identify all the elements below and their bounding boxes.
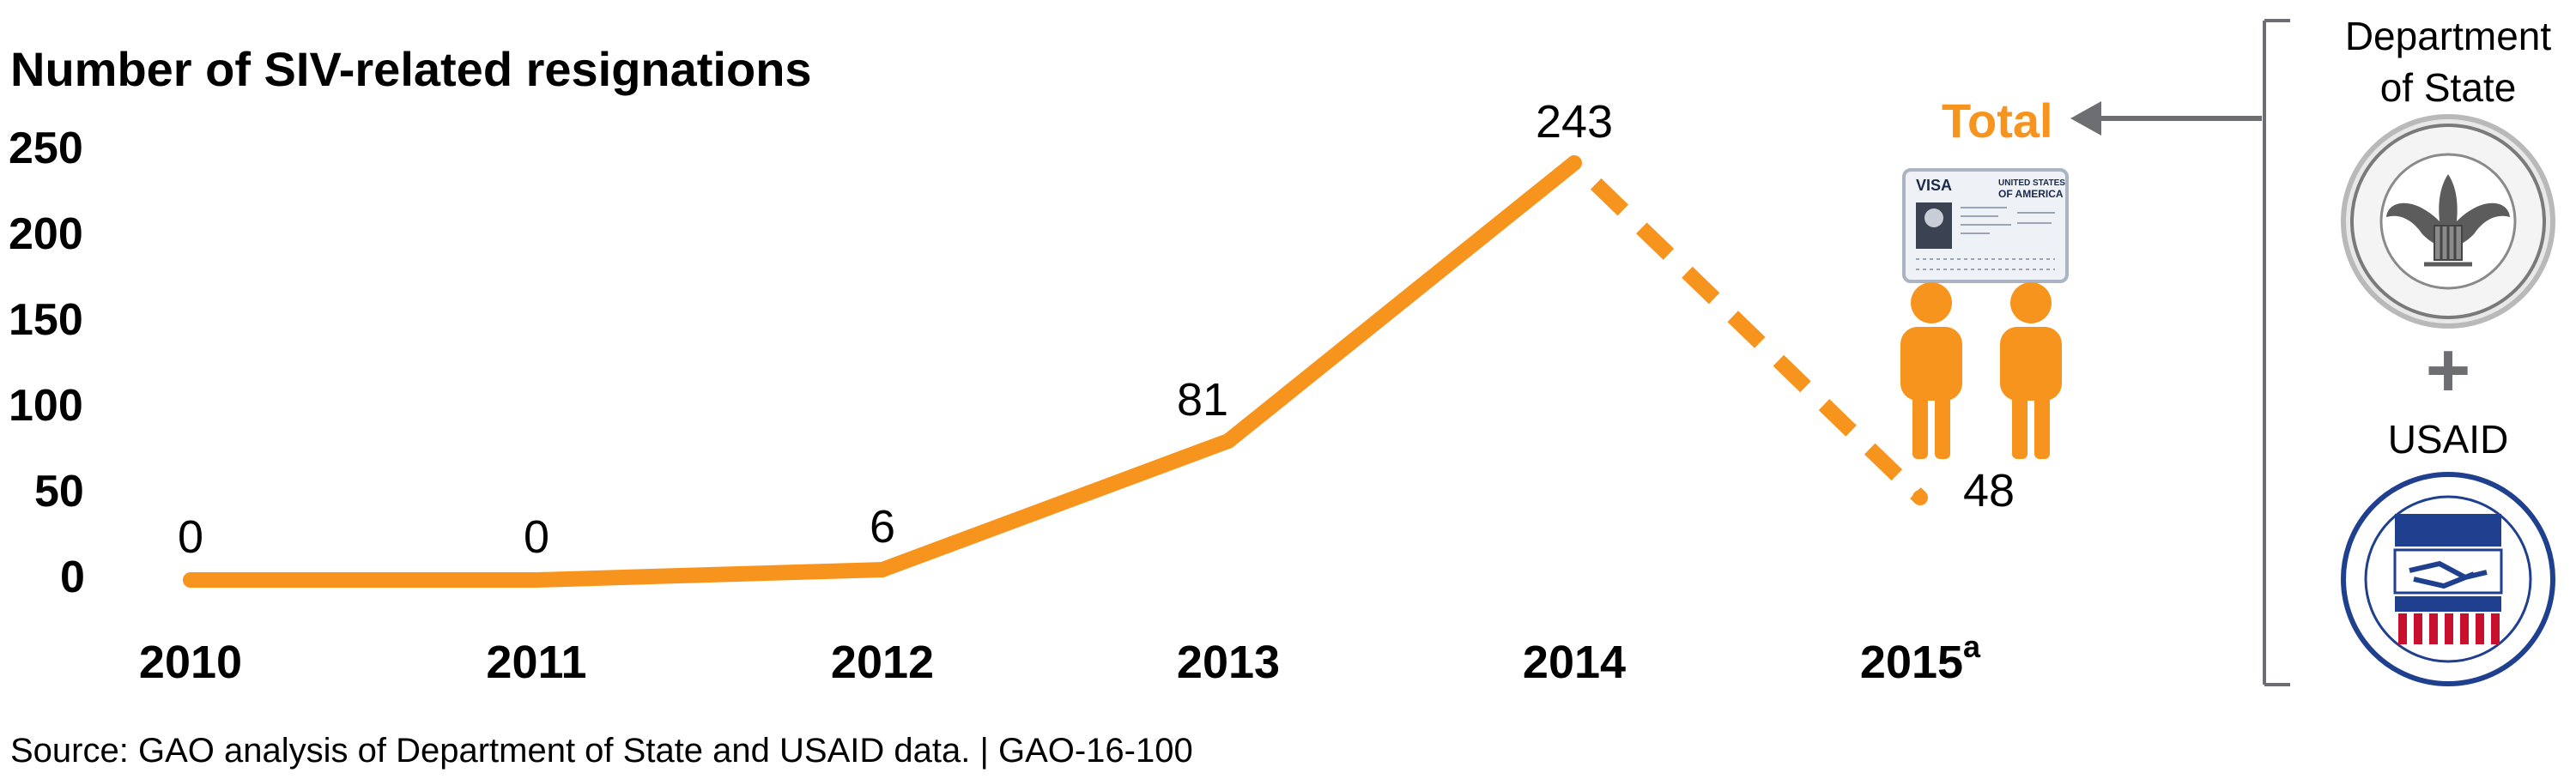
x-tick: 2015a xyxy=(1860,629,1981,688)
y-tick: 200 xyxy=(9,209,83,259)
series-line-dashed xyxy=(1590,178,1926,504)
total-label: Total xyxy=(1942,94,2053,148)
agency-bracket xyxy=(2263,19,2290,686)
person-icon xyxy=(1900,282,1962,459)
y-tick: 50 xyxy=(34,467,84,516)
usaid-label: USAID xyxy=(2388,417,2509,462)
y-axis-label: Number of SIV-related resignations xyxy=(10,42,812,96)
y-tick: 150 xyxy=(9,295,83,345)
data-point xyxy=(1567,155,1582,171)
data-point xyxy=(1221,433,1236,449)
arrow-left-icon xyxy=(2070,101,2262,136)
agency-label-line2: of State xyxy=(2380,65,2517,110)
visa-card-icon: VISA UNITED STATES OF AMERICA xyxy=(1902,168,2069,283)
department-of-state-seal-icon xyxy=(2341,114,2555,329)
y-axis-ticks: 250 200 150 100 50 0 xyxy=(9,124,85,602)
data-label: 81 xyxy=(1177,374,1228,426)
agency-label-line1: Department xyxy=(2345,14,2552,58)
data-label: 0 xyxy=(178,511,203,563)
visa-country-line2: OF AMERICA xyxy=(1998,188,2064,200)
person-icon xyxy=(2000,282,2062,459)
x-tick: 2012 xyxy=(831,637,934,688)
data-label: 48 xyxy=(1963,465,2015,516)
data-point xyxy=(529,572,544,588)
data-point xyxy=(183,572,198,588)
data-point xyxy=(1912,490,1928,505)
data-label: 6 xyxy=(870,501,895,553)
y-tick: 250 xyxy=(9,124,83,173)
x-tick: 2010 xyxy=(139,637,242,688)
x-tick: 2014 xyxy=(1523,637,1626,688)
data-label: 0 xyxy=(524,511,549,563)
x-tick: 2011 xyxy=(486,637,586,688)
visa-title: VISA xyxy=(1916,177,1952,194)
x-axis-ticks: 2010 2011 2012 2013 2014 2015a xyxy=(139,629,1981,688)
series-layer xyxy=(183,155,1928,588)
data-point xyxy=(875,562,890,577)
usaid-seal-icon xyxy=(2341,472,2555,686)
y-tick: 100 xyxy=(9,381,83,431)
x-tick: 2013 xyxy=(1177,637,1280,688)
source-note: Source: GAO analysis of Department of St… xyxy=(10,732,1193,770)
y-tick: 0 xyxy=(60,553,85,602)
visa-country-line1: UNITED STATES xyxy=(1998,178,2065,188)
plus-sign: + xyxy=(2426,328,2471,414)
data-label: 243 xyxy=(1536,96,1613,148)
data-labels: 0 0 6 81 243 48 xyxy=(178,96,2015,563)
